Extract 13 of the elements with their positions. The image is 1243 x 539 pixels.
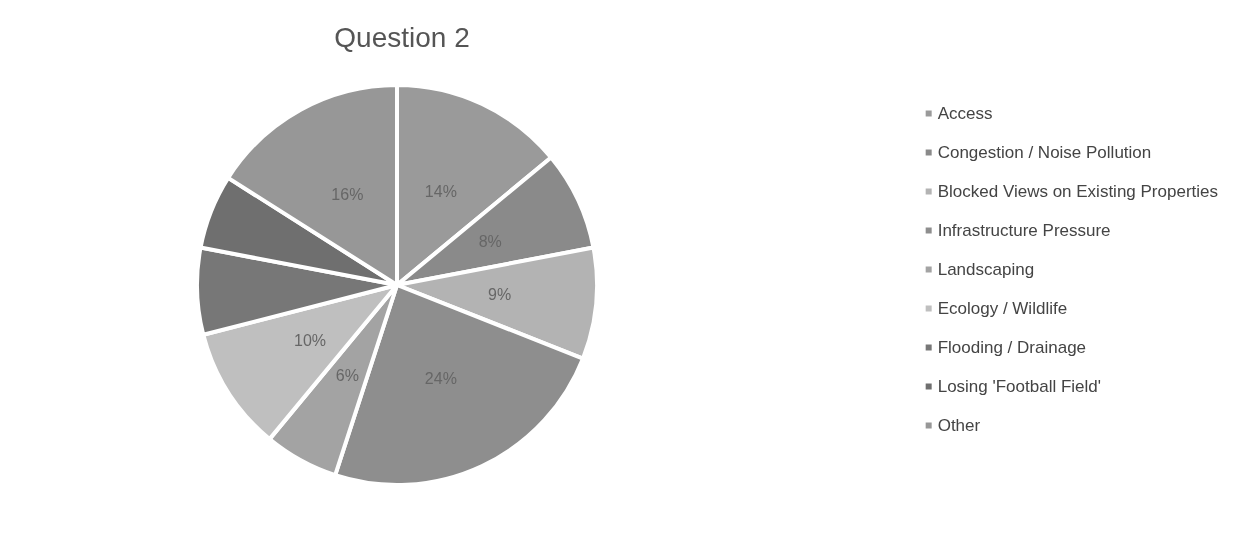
- legend-label: Other: [937, 416, 981, 435]
- data-label: 9%: [487, 286, 512, 304]
- data-label: 10%: [294, 331, 327, 349]
- legend-label: Losing 'Football Field': [937, 377, 1102, 396]
- data-label: 6%: [335, 366, 359, 384]
- legend-label: Flooding / Drainage: [937, 338, 1087, 357]
- legend-label: Blocked Views on Existing Properties: [937, 182, 1218, 201]
- legend-label: Infrastructure Pressure: [937, 221, 1111, 240]
- legend-label: Ecology / Wildlife: [937, 299, 1068, 318]
- legend-label: Congestion / Noise Pollution: [937, 143, 1152, 162]
- legend-label: Landscaping: [937, 260, 1035, 279]
- chart-title: Question 2: [334, 21, 470, 53]
- legend-label: Access: [937, 104, 993, 123]
